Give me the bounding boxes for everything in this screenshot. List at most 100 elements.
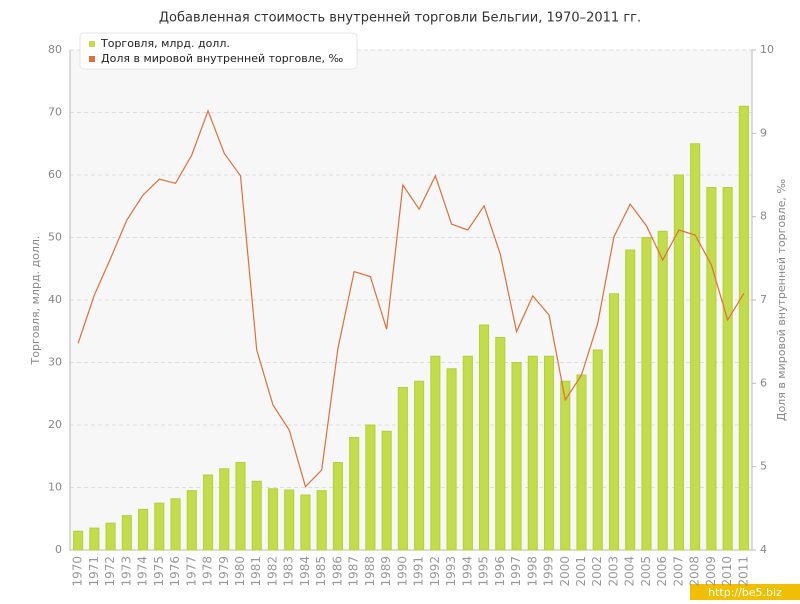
x-tick-label: 1993 xyxy=(444,556,458,587)
y2-tick-label: 9 xyxy=(760,126,767,139)
y-tick-label: 70 xyxy=(48,106,62,119)
bar xyxy=(365,424,376,551)
bar xyxy=(154,502,165,551)
bar xyxy=(186,490,197,551)
x-tick-label: 2004 xyxy=(623,556,637,587)
bar xyxy=(657,230,668,551)
x-tick-label: 1990 xyxy=(395,556,409,587)
chart-title: Добавленная стоимость внутренней торговл… xyxy=(159,11,641,26)
x-tick-label: 1987 xyxy=(347,556,361,587)
bar xyxy=(332,462,343,551)
bar xyxy=(479,324,490,551)
legend-swatch xyxy=(89,41,95,47)
x-tick-label: 1980 xyxy=(233,556,247,587)
bar xyxy=(202,474,214,551)
legend-box xyxy=(79,32,358,70)
x-tick-label: 1989 xyxy=(379,556,393,587)
x-tick-label: 1975 xyxy=(152,556,166,587)
y2-tick-label: 8 xyxy=(760,210,767,223)
bar xyxy=(722,187,733,551)
x-tick-label: 1974 xyxy=(136,556,150,587)
x-tick-label: 1973 xyxy=(119,556,133,587)
bar xyxy=(251,480,262,551)
y-tick-label: 40 xyxy=(48,293,62,306)
y-axis-label: Торговля, млрд. долл. xyxy=(29,236,42,366)
x-tick-label: 2000 xyxy=(558,556,572,587)
x-tick-label: 2006 xyxy=(655,556,669,587)
x-tick-label: 2011 xyxy=(736,556,750,587)
y-tick-label: 10 xyxy=(48,481,62,494)
legend-label: Торговля, млрд. долл. xyxy=(100,37,230,50)
x-tick-label: 2008 xyxy=(688,556,702,587)
bar xyxy=(576,374,587,551)
y2-axis-label: Доля в мировой внутренней торговле, ‰ xyxy=(775,179,788,422)
x-tick-label: 2005 xyxy=(639,556,653,587)
y-tick-label: 50 xyxy=(48,231,62,244)
x-tick-label: 1979 xyxy=(217,556,231,587)
x-tick-label: 1996 xyxy=(493,556,507,587)
bar xyxy=(495,337,506,551)
x-tick-label: 1982 xyxy=(265,556,279,587)
x-tick-label: 2003 xyxy=(606,556,620,587)
x-tick-label: 1994 xyxy=(460,556,474,587)
bar xyxy=(316,490,327,551)
x-tick-label: 1992 xyxy=(428,556,442,587)
x-tick-label: 1976 xyxy=(168,556,182,587)
y-tick-label: 20 xyxy=(48,418,62,431)
bar xyxy=(105,522,116,551)
x-tick-label: 2007 xyxy=(671,556,685,587)
y2-tick-label: 10 xyxy=(760,43,774,56)
y2-tick-label: 7 xyxy=(760,293,767,306)
y-tick-label: 80 xyxy=(48,43,62,56)
bar xyxy=(349,437,360,551)
x-tick-label: 1984 xyxy=(298,556,312,587)
bar xyxy=(430,355,441,551)
bar xyxy=(625,249,636,551)
bar xyxy=(73,530,84,551)
bar xyxy=(511,362,522,551)
bar xyxy=(738,105,749,551)
bar xyxy=(543,355,555,551)
x-tick-label: 1970 xyxy=(71,556,85,587)
x-tick-label: 2009 xyxy=(704,556,718,587)
bar xyxy=(138,508,149,551)
x-tick-label: 1985 xyxy=(314,556,328,587)
bar xyxy=(300,494,311,551)
x-tick-label: 1981 xyxy=(249,556,263,587)
bar xyxy=(219,468,230,551)
bar xyxy=(89,527,100,551)
bar xyxy=(641,237,652,551)
x-tick-label: 2002 xyxy=(590,556,604,587)
y-tick-label: 60 xyxy=(48,168,62,181)
x-tick-label: 1998 xyxy=(525,556,539,587)
x-tick-label: 1972 xyxy=(103,556,117,587)
bar xyxy=(706,187,717,551)
bar xyxy=(592,349,603,551)
bar xyxy=(284,489,295,551)
x-tick-label: 1991 xyxy=(412,556,426,587)
bar xyxy=(560,380,571,551)
x-tick-label: 2001 xyxy=(574,556,588,587)
x-tick-label: 1988 xyxy=(363,556,377,587)
bar xyxy=(267,488,279,551)
watermark: http://be5.biz xyxy=(708,586,782,599)
bar xyxy=(527,355,538,551)
bar xyxy=(446,368,457,551)
bar xyxy=(121,515,132,551)
bar xyxy=(170,498,181,551)
legend-swatch xyxy=(89,56,95,62)
x-tick-label: 1971 xyxy=(87,556,101,587)
x-tick-label: 1983 xyxy=(282,556,296,587)
bar xyxy=(381,430,392,551)
x-tick-label: 1977 xyxy=(184,556,198,587)
x-tick-label: 1997 xyxy=(509,556,523,587)
x-tick-label: 1995 xyxy=(477,556,491,587)
bar xyxy=(608,293,620,551)
x-tick-label: 1999 xyxy=(542,556,556,587)
y-tick-label: 0 xyxy=(55,543,62,556)
bar xyxy=(462,355,473,551)
x-tick-label: 1978 xyxy=(201,556,215,587)
y2-tick-label: 5 xyxy=(760,460,767,473)
bar xyxy=(690,143,701,551)
bar xyxy=(414,380,425,551)
